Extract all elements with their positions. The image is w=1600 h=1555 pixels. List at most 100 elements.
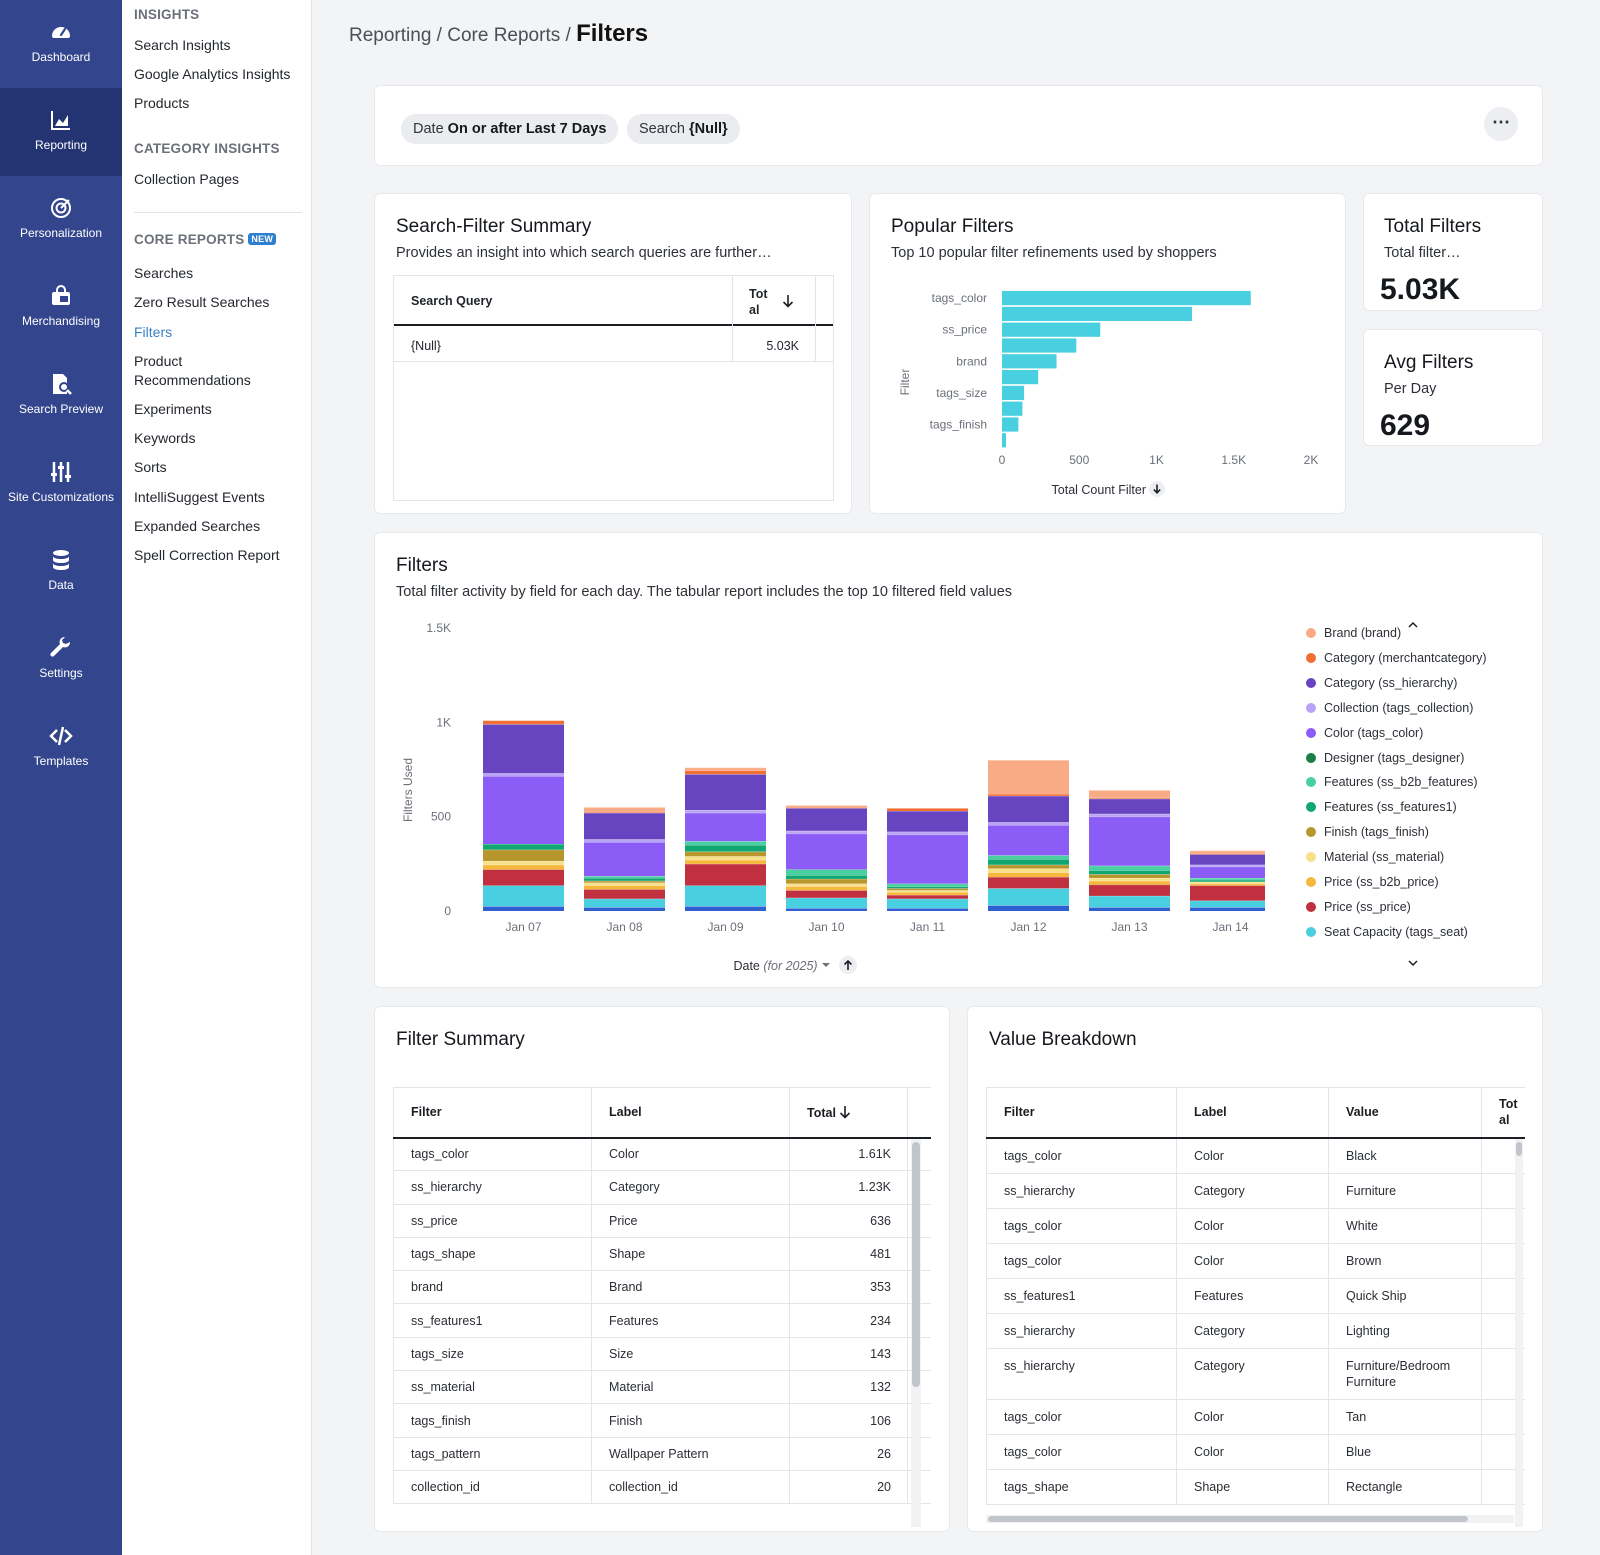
submenu-item-intellisuggest-events[interactable]: IntelliSuggest Events: [134, 489, 265, 505]
nav-data[interactable]: Data: [0, 528, 122, 616]
submenu-item-expanded-searches[interactable]: Expanded Searches: [134, 518, 261, 534]
bar-segment[interactable]: [584, 880, 665, 883]
nav-personalization[interactable]: Personalization: [0, 176, 122, 264]
table-row[interactable]: tags_color Color 1.61K: [393, 1137, 931, 1171]
bar-segment[interactable]: [786, 833, 867, 870]
bar-segment[interactable]: [988, 760, 1069, 795]
bar-segment[interactable]: [483, 864, 564, 870]
bar-segment[interactable]: [483, 861, 564, 865]
legend-item[interactable]: Brand (brand): [1306, 626, 1401, 640]
table-row[interactable]: ss_material Material 132: [393, 1370, 931, 1404]
submenu-item-filters[interactable]: Filters: [134, 324, 173, 340]
table-row[interactable]: tags_color Color White: [986, 1208, 1525, 1243]
bar-segment[interactable]: [1089, 877, 1170, 881]
bar-segment[interactable]: [685, 774, 766, 811]
nav-settings[interactable]: Settings: [0, 616, 122, 704]
bar-segment[interactable]: [685, 863, 766, 886]
sort-down-icon[interactable]: [782, 294, 794, 308]
legend-item[interactable]: Category (merchantcategory): [1306, 651, 1487, 665]
bar-6[interactable]: [1002, 385, 1025, 400]
nav-templates[interactable]: Templates: [0, 704, 122, 792]
legend-item[interactable]: Price (ss_b2b_price): [1306, 875, 1439, 889]
bar-segment[interactable]: [1089, 865, 1170, 871]
scrollbar-thumb[interactable]: [1516, 1142, 1522, 1156]
bar-7[interactable]: [1002, 401, 1023, 416]
search-filter-chip[interactable]: Search {Null}: [627, 114, 740, 144]
bar-segment[interactable]: [685, 767, 766, 771]
bar-segment[interactable]: [786, 830, 867, 834]
table-row[interactable]: tags_color Color Blue: [986, 1434, 1525, 1469]
submenu-item-google-analytics-insights[interactable]: Google Analytics Insights: [134, 66, 291, 82]
legend-scroll-down-icon[interactable]: [1407, 959, 1419, 967]
bar-segment[interactable]: [988, 855, 1069, 860]
table-row[interactable]: tags_pattern Wallpaper Pattern 26: [393, 1437, 931, 1471]
bar-segment[interactable]: [887, 908, 968, 911]
legend-item[interactable]: Designer (tags_designer): [1306, 751, 1464, 765]
legend-item[interactable]: Price (ss_price): [1306, 900, 1411, 914]
bar-segment[interactable]: [483, 849, 564, 862]
legend-item[interactable]: Category (ss_hierarchy): [1306, 676, 1457, 690]
bar-segment[interactable]: [584, 885, 665, 890]
bar-segment[interactable]: [1089, 813, 1170, 817]
sort-up-icon[interactable]: [838, 956, 857, 974]
bar-segment[interactable]: [584, 889, 665, 899]
table-row[interactable]: tags_color Color Tan: [986, 1399, 1525, 1434]
nav-site-customizations[interactable]: Site Customizations: [0, 440, 122, 528]
bar-segment[interactable]: [988, 822, 1069, 826]
submenu-item-spell-correction-report[interactable]: Spell Correction Report: [134, 547, 280, 563]
sort-down-icon[interactable]: [839, 1105, 851, 1119]
bar-segment[interactable]: [685, 812, 766, 842]
bar-segment[interactable]: [887, 898, 968, 909]
legend-item[interactable]: Features (ss_features1): [1306, 800, 1457, 814]
bar-segment[interactable]: [584, 876, 665, 878]
nav-reporting[interactable]: Reporting: [0, 88, 122, 176]
legend-scroll-up-icon[interactable]: [1407, 621, 1419, 629]
bar-segment[interactable]: [988, 794, 1069, 796]
breadcrumb-reporting[interactable]: Reporting: [349, 25, 432, 46]
bar-segment[interactable]: [786, 890, 867, 898]
bar-segment[interactable]: [584, 812, 665, 840]
bar-segment[interactable]: [1089, 798, 1170, 814]
bar-segment[interactable]: [685, 885, 766, 907]
nav-merchandising[interactable]: Merchandising: [0, 264, 122, 352]
bar-segment[interactable]: [483, 869, 564, 886]
table-row[interactable]: ss_hierarchy Category Furniture: [986, 1173, 1525, 1208]
bar-8[interactable]: [1002, 417, 1019, 432]
legend-item[interactable]: Collection (tags_collection): [1306, 701, 1473, 715]
sort-down-icon[interactable]: [1149, 481, 1166, 497]
bar-segment[interactable]: [988, 877, 1069, 889]
bar-segment[interactable]: [887, 886, 968, 889]
bar-segment[interactable]: [1190, 885, 1265, 901]
submenu-item-products[interactable]: Products: [134, 95, 190, 111]
submenu-item-keywords[interactable]: Keywords: [134, 430, 196, 446]
more-options-button[interactable]: ⋯: [1484, 107, 1518, 141]
legend-item[interactable]: Features (ss_b2b_features): [1306, 775, 1478, 789]
bar-segment[interactable]: [887, 890, 968, 893]
bar-segment[interactable]: [1190, 879, 1265, 882]
bar-segment[interactable]: [584, 842, 665, 877]
bar-9[interactable]: [1002, 433, 1007, 448]
bar-segment[interactable]: [786, 897, 867, 909]
legend-item[interactable]: Color (tags_color): [1306, 726, 1423, 740]
bar-segment[interactable]: [1089, 874, 1170, 878]
bar-segment[interactable]: [887, 808, 968, 812]
bar-segment[interactable]: [584, 877, 665, 881]
horizontal-scrollbar-thumb[interactable]: [988, 1516, 1468, 1522]
bar-segment[interactable]: [584, 907, 665, 911]
bar-segment[interactable]: [1089, 870, 1170, 875]
bar-0[interactable]: [1002, 291, 1251, 306]
bar-segment[interactable]: [786, 908, 867, 911]
bar-segment[interactable]: [483, 773, 564, 777]
nav-dashboard[interactable]: Dashboard: [0, 0, 122, 88]
submenu-item-searches[interactable]: Searches: [134, 265, 194, 281]
table-row[interactable]: collection_id collection_id 20: [393, 1470, 931, 1504]
bar-segment[interactable]: [1190, 900, 1265, 908]
bar-segment[interactable]: [988, 864, 1069, 869]
bar-segment[interactable]: [786, 869, 867, 876]
submenu-item-sorts[interactable]: Sorts: [134, 459, 167, 475]
table-row[interactable]: tags_size Size 143: [393, 1337, 931, 1371]
table-row[interactable]: {Null} 5.03K: [394, 327, 833, 362]
bar-segment[interactable]: [483, 906, 564, 911]
